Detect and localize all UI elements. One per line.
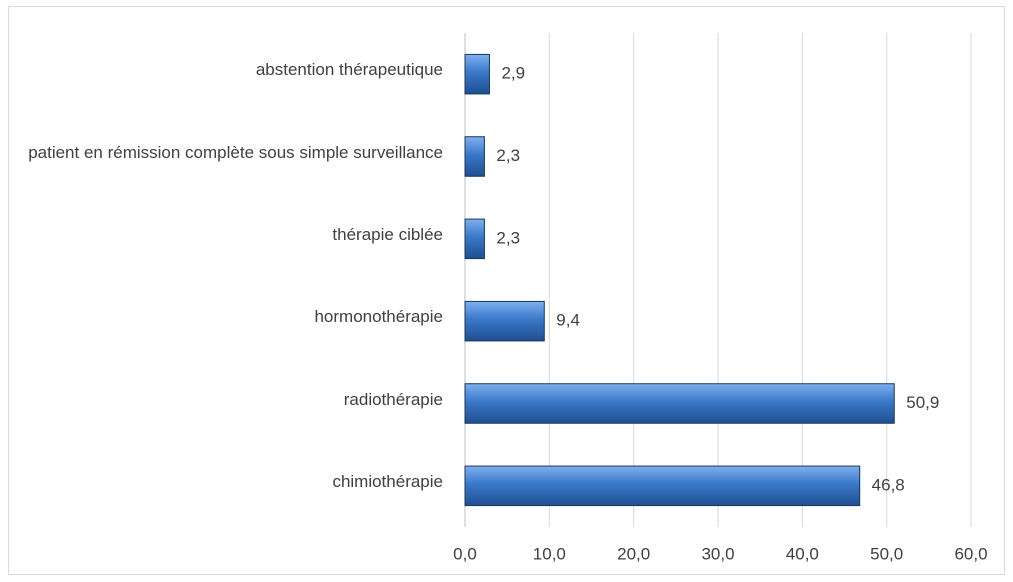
category-label: patient en rémission complète sous simpl… xyxy=(28,142,443,162)
bar xyxy=(464,383,895,424)
category-label: hormonothérapie xyxy=(314,307,443,327)
value-label: 46,8 xyxy=(872,475,905,494)
x-tick-label: 60,0 xyxy=(954,544,987,563)
x-tick-label: 0,0 xyxy=(453,544,477,563)
bar xyxy=(464,465,861,507)
x-tick-label: 50,0 xyxy=(870,544,903,563)
category-label: thérapie ciblée xyxy=(332,224,443,244)
x-tick-label: 30,0 xyxy=(701,544,734,563)
value-label: 9,4 xyxy=(556,311,580,330)
bar xyxy=(464,218,485,260)
bar xyxy=(464,136,485,177)
chart-border xyxy=(8,6,1005,575)
category-label: abstention thérapeutique xyxy=(255,60,443,80)
value-label: 2,9 xyxy=(501,64,525,83)
category-label: radiothérapie xyxy=(343,389,443,409)
x-tick-label: 10,0 xyxy=(533,544,566,563)
x-tick-label: 40,0 xyxy=(786,544,819,563)
x-tick-label: 20,0 xyxy=(617,544,650,563)
value-label: 50,9 xyxy=(906,393,939,412)
category-label: chimiothérapie xyxy=(332,471,443,491)
bar xyxy=(464,53,490,95)
value-label: 2,3 xyxy=(496,146,520,165)
value-label: 2,3 xyxy=(496,228,520,247)
bar xyxy=(464,300,545,342)
